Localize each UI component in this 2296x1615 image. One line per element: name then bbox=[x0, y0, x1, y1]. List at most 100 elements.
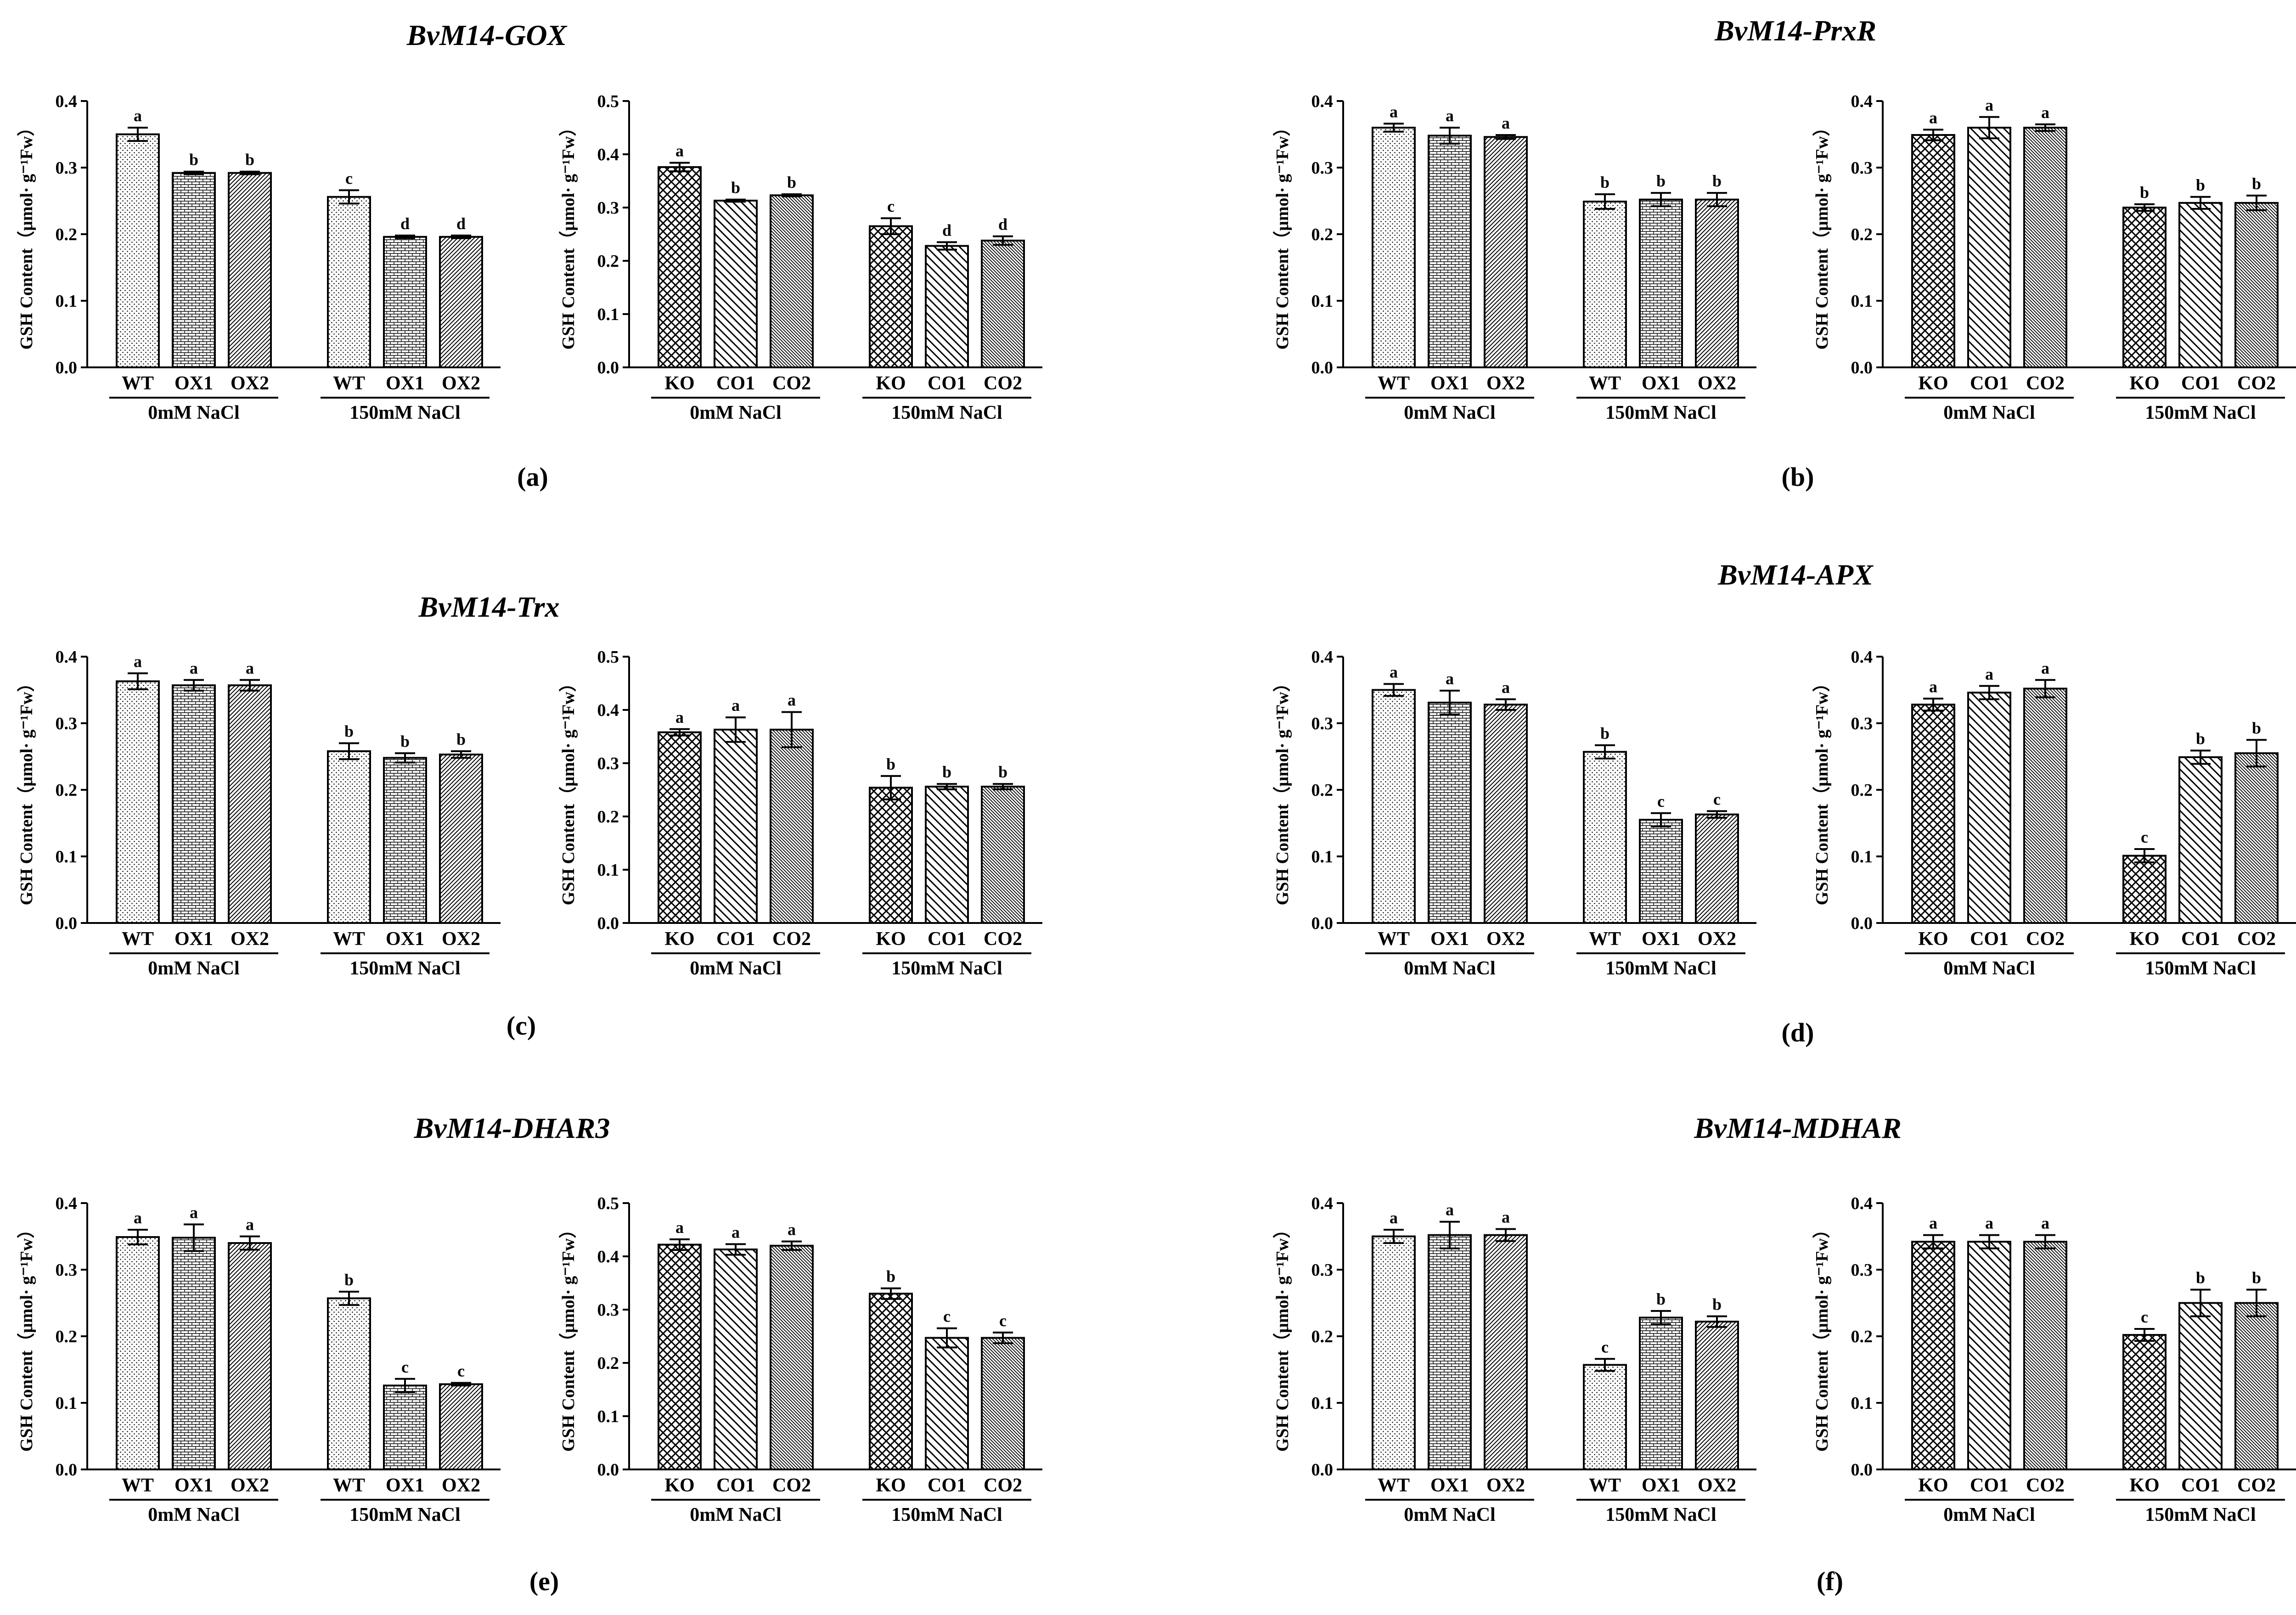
significance-letter: a bbox=[1985, 665, 1993, 683]
x-tick-label: CO2 bbox=[2026, 1475, 2065, 1496]
x-tick-label: WT bbox=[1378, 1475, 1410, 1496]
bar bbox=[1911, 703, 1955, 924]
x-tick-label: CO2 bbox=[772, 373, 811, 394]
panel-label-c: (c) bbox=[506, 1011, 536, 1041]
group-label: 150mM NaCl bbox=[891, 958, 1002, 979]
significance-letter: b bbox=[886, 1267, 895, 1286]
significance-letter: b bbox=[1656, 1290, 1666, 1308]
x-tick-label: WT bbox=[1589, 373, 1621, 394]
y-tick-label: 0.2 bbox=[1851, 225, 1873, 244]
x-tick-label: WT bbox=[333, 928, 365, 950]
y-axis-label: GSH Content（μmol· g⁻¹Fw） bbox=[559, 119, 578, 350]
y-tick-label: 0.3 bbox=[1311, 158, 1334, 178]
bar bbox=[1967, 127, 2011, 368]
x-tick-label: WT bbox=[1378, 928, 1410, 950]
bar bbox=[439, 1383, 483, 1470]
significance-letter: a bbox=[1985, 1214, 1993, 1232]
x-tick-label: KO bbox=[876, 928, 906, 950]
significance-letter: b bbox=[189, 151, 198, 169]
x-tick-label: OX1 bbox=[1430, 1475, 1469, 1496]
significance-letter: c bbox=[999, 1311, 1007, 1330]
x-tick-label: KO bbox=[1918, 1475, 1948, 1496]
x-tick-label: KO bbox=[664, 928, 694, 950]
x-tick-label: OX1 bbox=[174, 1475, 213, 1496]
significance-letter: a bbox=[2041, 1214, 2049, 1232]
significance-letter: a bbox=[1929, 108, 1937, 127]
y-axis-label: GSH Content（μmol· g⁻¹Fw） bbox=[1273, 1221, 1292, 1452]
group-label: 0mM NaCl bbox=[1943, 402, 2035, 423]
bar bbox=[869, 787, 913, 924]
y-tick-label: 0.4 bbox=[56, 1194, 78, 1213]
bar bbox=[714, 728, 758, 924]
y-tick-label: 0.3 bbox=[597, 1300, 619, 1320]
group-label: 150mM NaCl bbox=[2145, 958, 2256, 979]
panel-title-f: BvM14-MDHAR bbox=[1694, 1112, 1902, 1144]
chart-d-left: GSH Content（μmol· g⁻¹Fw） 0.0 0.1 0.2 0.3 0.4 a… bbox=[1273, 647, 1756, 979]
significance-letter: b bbox=[886, 755, 895, 773]
x-tick-label: CO2 bbox=[2237, 373, 2276, 394]
y-tick-label: 0.1 bbox=[1311, 847, 1334, 867]
chart-e-left: GSH Content（μmol· g⁻¹Fw） 0.0 0.1 0.2 0.3 0.4 a… bbox=[17, 1194, 501, 1525]
x-tick-label: OX2 bbox=[442, 1475, 480, 1496]
bar bbox=[658, 166, 702, 368]
group-label: 0mM NaCl bbox=[1404, 402, 1495, 423]
x-tick-label: CO1 bbox=[1970, 928, 2009, 950]
bar bbox=[925, 1337, 969, 1470]
y-tick-label: 0.3 bbox=[1311, 714, 1334, 733]
x-tick-label: OX2 bbox=[1698, 928, 1736, 950]
significance-letter: c bbox=[1601, 1338, 1609, 1356]
y-axis-label: GSH Content（μmol· g⁻¹Fw） bbox=[17, 1221, 36, 1452]
y-tick-label: 0.2 bbox=[597, 807, 619, 827]
bar bbox=[2122, 855, 2167, 924]
significance-letter: a bbox=[1390, 102, 1398, 121]
chart-c-right: GSH Content（μmol· g⁻¹Fw） 0.0 0.1 0.2 0.3 0.4 0… bbox=[559, 647, 1042, 979]
bar bbox=[2234, 202, 2279, 368]
significance-letter: a bbox=[675, 708, 684, 726]
group-label: 0mM NaCl bbox=[1404, 958, 1495, 979]
y-axis-label: GSH Content（μmol· g⁻¹Fw） bbox=[1812, 1221, 1832, 1452]
y-tick-label: 0.5 bbox=[597, 1194, 619, 1213]
x-tick-label: CO2 bbox=[984, 1475, 1022, 1496]
group-label: 0mM NaCl bbox=[690, 402, 781, 423]
y-tick-label: 0.2 bbox=[597, 252, 619, 271]
significance-letter: c bbox=[2141, 828, 2148, 846]
y-tick-label: 0.3 bbox=[597, 754, 619, 773]
x-tick-label: CO1 bbox=[716, 928, 755, 950]
y-tick-label: 0.4 bbox=[1851, 1194, 1873, 1213]
bar bbox=[981, 239, 1025, 368]
significance-letter: a bbox=[1390, 1209, 1398, 1227]
bar bbox=[2234, 1302, 2279, 1470]
significance-letter: c bbox=[2141, 1308, 2148, 1326]
significance-letter: a bbox=[1985, 96, 1993, 114]
x-tick-label: CO1 bbox=[716, 1475, 755, 1496]
y-tick-label: 0.0 bbox=[597, 358, 619, 377]
significance-letter: a bbox=[675, 1218, 684, 1237]
y-tick-label: 0.0 bbox=[56, 1460, 78, 1480]
y-tick-label: 0.1 bbox=[56, 847, 78, 867]
y-tick-label: 0.0 bbox=[56, 358, 78, 377]
group-label: 0mM NaCl bbox=[690, 958, 781, 979]
significance-letter: a bbox=[134, 652, 142, 670]
y-tick-label: 0.0 bbox=[1851, 914, 1873, 933]
bar bbox=[1639, 198, 1683, 368]
x-tick-label: OX2 bbox=[1486, 373, 1525, 394]
y-tick-label: 0.2 bbox=[56, 781, 78, 800]
bar bbox=[327, 196, 371, 369]
significance-letter: b bbox=[998, 763, 1007, 781]
y-tick-label: 0.4 bbox=[56, 92, 78, 111]
y-tick-label: 0.4 bbox=[1311, 1194, 1334, 1213]
chart-a-left: GSH Content（μmol· g⁻¹Fw） 0.0 0.1 0.2 0.3 0.4 a… bbox=[17, 92, 501, 423]
y-tick-label: 0.0 bbox=[597, 1460, 619, 1480]
y-tick-label: 0.1 bbox=[1851, 847, 1873, 867]
significance-letter: b bbox=[1712, 1295, 1722, 1314]
chart-e-right: GSH Content（μmol· g⁻¹Fw） 0.0 0.1 0.2 0.3 0.4 0… bbox=[559, 1194, 1042, 1525]
chart-b-left: GSH Content（μmol· g⁻¹Fw） 0.0 0.1 0.2 0.3 0.4 a… bbox=[1273, 92, 1756, 423]
y-tick-label: 0.1 bbox=[56, 292, 78, 311]
y-tick-label: 0.4 bbox=[1311, 92, 1334, 111]
x-tick-label: KO bbox=[664, 1475, 694, 1496]
x-tick-label: KO bbox=[2129, 1475, 2159, 1496]
bar bbox=[1583, 200, 1627, 368]
significance-letter: a bbox=[732, 1223, 740, 1241]
chart-b-right: GSH Content（μmol· g⁻¹Fw） 0.0 0.1 0.2 0.3 0.4 a… bbox=[1812, 92, 2296, 423]
y-tick-label: 0.5 bbox=[597, 92, 619, 111]
